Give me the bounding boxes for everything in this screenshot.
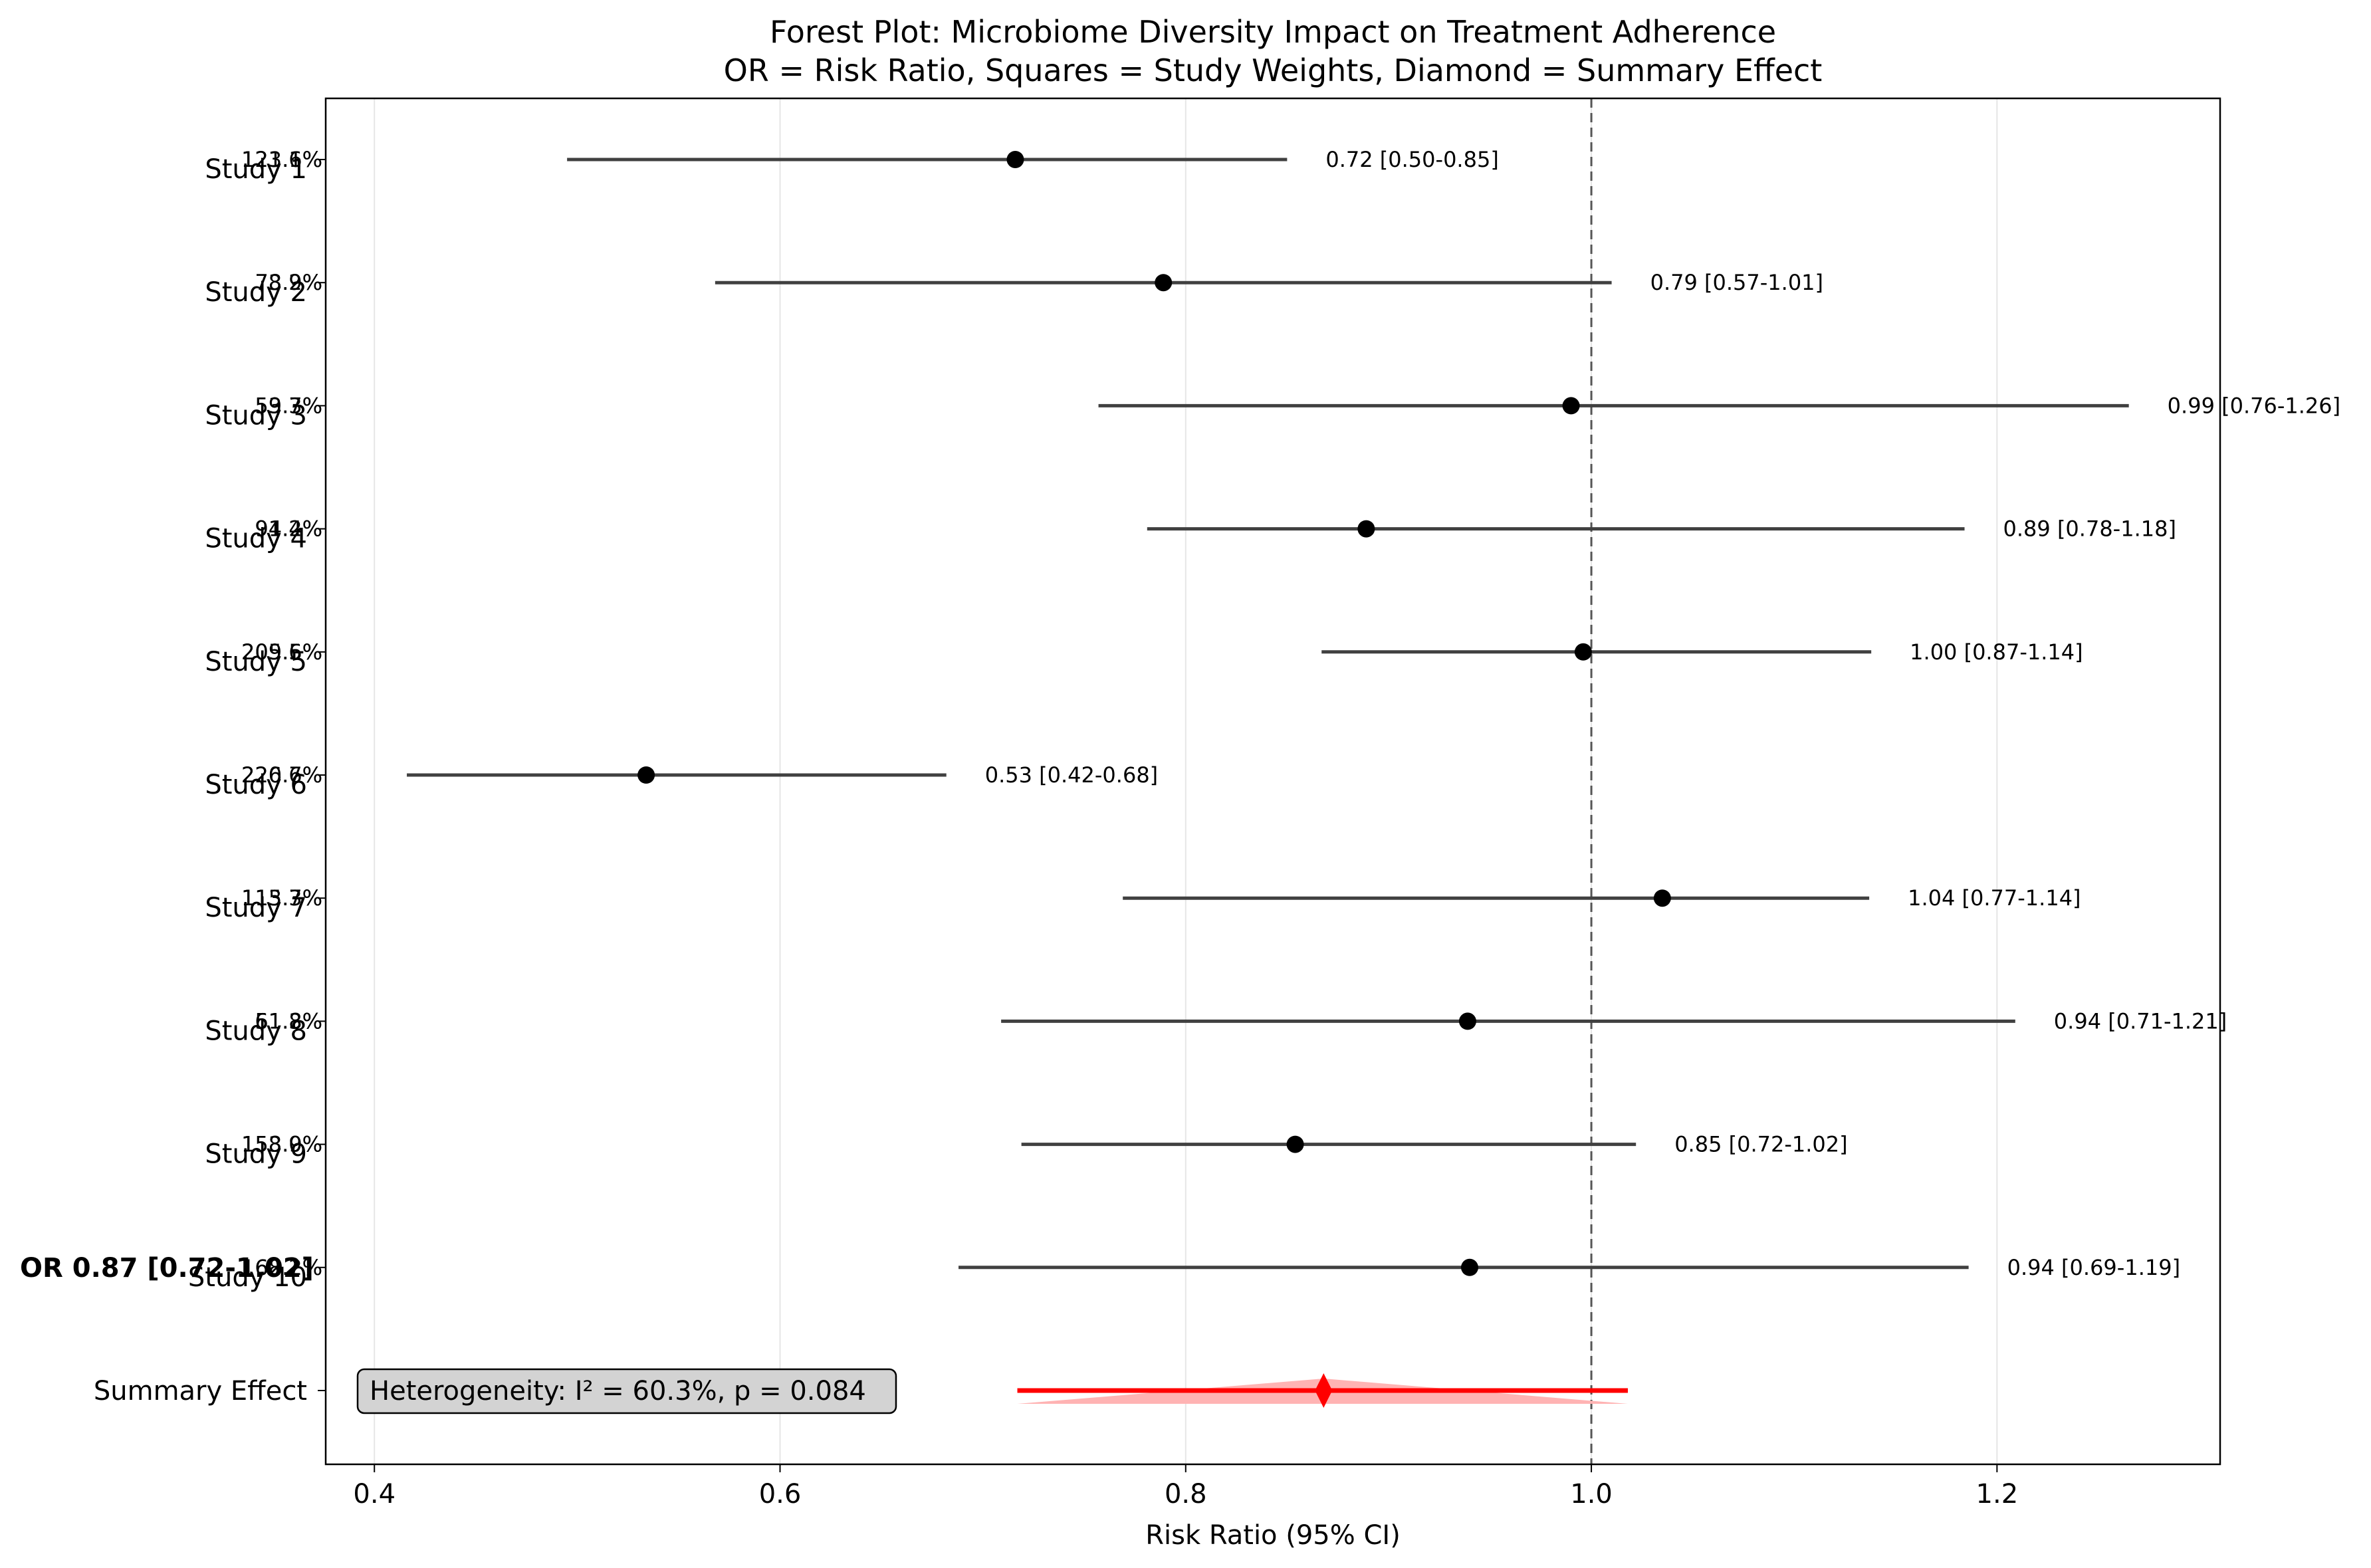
study-weight-label: 158.9%	[241, 1132, 322, 1157]
x-axis-label: Risk Ratio (95% CI)	[1145, 1520, 1401, 1551]
x-axis: 0.4 0.6 0.8 1.0 1.2	[353, 1464, 2018, 1510]
chart-title-line-1: Forest Plot: Microbiome Diversity Impact…	[770, 14, 1776, 50]
study-row: 0.94 [0.71-1.21]	[1001, 1008, 2227, 1034]
ci-label: 0.99 [0.76-1.26]	[2168, 393, 2340, 418]
ci-label: 1.00 [0.87-1.14]	[1910, 639, 2083, 665]
study-name: Study 4	[205, 524, 307, 554]
x-tick-label: 0.8	[1165, 1479, 1207, 1510]
study-estimate-marker	[1562, 397, 1580, 415]
study-row: 0.85 [0.72-1.02]	[1021, 1132, 1848, 1157]
study-name: Study 7	[205, 893, 307, 923]
study-row: 0.79 [0.57-1.01]	[715, 270, 1823, 295]
study-weight-label: 73.2%	[255, 270, 322, 295]
study-row: 1.00 [0.87-1.14]	[1321, 639, 2083, 665]
chart-title-line-2: OR = Risk Ratio, Squares = Study Weights…	[724, 53, 1823, 88]
study-name: Study 10	[188, 1262, 307, 1293]
study-weight-label: 209.6%	[241, 639, 322, 665]
grid-lines	[374, 98, 1998, 1464]
study-estimate-marker	[637, 766, 655, 784]
study-estimate-marker	[1357, 520, 1375, 538]
study-row: 1.04 [0.77-1.14]	[1123, 885, 2081, 911]
study-estimate-marker	[1006, 151, 1024, 168]
study-estimate-marker	[1458, 1012, 1476, 1030]
study-weight-label: 94.2%	[255, 516, 322, 542]
ci-label: 1.04 [0.77-1.14]	[1908, 885, 2081, 911]
x-tick-label: 1.0	[1570, 1479, 1613, 1510]
ci-label: 0.79 [0.57-1.01]	[1650, 270, 1823, 295]
ci-label: 0.85 [0.72-1.02]	[1674, 1132, 1847, 1157]
study-row: 0.72 [0.50-0.85]	[567, 147, 1499, 172]
summary-or-label: OR 0.87 [0.72-1.02]	[20, 1253, 314, 1284]
study-weight-label: 78.9%	[255, 270, 322, 295]
heterogeneity-box	[356, 1368, 897, 1414]
study-name: Study 6	[205, 770, 307, 800]
heterogeneity-annotation: Heterogeneity: I² = 60.3%, p = 0.084	[356, 1368, 897, 1414]
study-weight-label: 162.2%	[241, 1255, 322, 1280]
ci-label: 0.94 [0.71-1.21]	[2054, 1008, 2227, 1034]
summary-diamond	[1315, 1373, 1333, 1408]
study-weight-label: 153.0%	[241, 1132, 322, 1157]
study-estimate-marker	[1286, 1135, 1304, 1153]
study-weight-label: 121.6%	[241, 147, 322, 172]
x-tick-label: 1.2	[1976, 1479, 2019, 1510]
study-weight-label: 59.7%	[255, 393, 322, 418]
study-weight-label: 115.3%	[241, 885, 322, 911]
study-estimate-marker	[1653, 889, 1671, 907]
study-weight-label: 220.7%	[241, 762, 322, 788]
study-weight-label: 226.6%	[241, 762, 322, 788]
study-weight-label: 123.1%	[241, 147, 322, 172]
ci-label: 0.53 [0.42-0.68]	[985, 762, 1158, 788]
study-name: Study 5	[205, 647, 307, 677]
study-name: Study 2	[205, 277, 307, 308]
summary-name: Summary Effect	[94, 1376, 307, 1406]
study-rows: 0.72 [0.50-0.85] 0.79 [0.57-1.01] 0.99 [0.…	[407, 147, 2340, 1280]
study-row: 0.53 [0.42-0.68]	[407, 762, 1158, 788]
x-tick-label: 0.4	[353, 1479, 395, 1510]
study-name: Study 8	[205, 1016, 307, 1046]
ci-label: 0.72 [0.50-0.85]	[1325, 147, 1498, 172]
study-weight-label: 53.3%	[255, 393, 322, 418]
study-weight-label: 51.8%	[255, 1008, 322, 1034]
study-weight-label: 113.7%	[241, 885, 322, 911]
study-weight-label: 61.3%	[255, 1008, 322, 1034]
ci-label: 0.94 [0.69-1.19]	[2007, 1255, 2180, 1280]
study-estimate-marker	[1155, 274, 1173, 292]
study-name: Study 3	[205, 400, 307, 431]
study-row: 0.89 [0.78-1.18]	[1147, 516, 2176, 542]
study-name: Study 9	[205, 1139, 307, 1170]
study-weight-label: 168.2%	[241, 1255, 322, 1280]
summary-row	[1017, 1373, 1628, 1408]
x-tick-label: 0.6	[759, 1479, 802, 1510]
study-estimate-marker	[1460, 1258, 1478, 1276]
study-row: 0.94 [0.69-1.19]	[959, 1255, 2180, 1280]
heterogeneity-text: Heterogeneity: I² = 60.3%, p = 0.084	[370, 1376, 866, 1406]
ci-label: 0.89 [0.78-1.18]	[2003, 516, 2176, 542]
study-row: 0.99 [0.76-1.26]	[1098, 393, 2340, 418]
study-weight-label: 205.5%	[241, 639, 322, 665]
study-name: Study 1	[205, 154, 307, 185]
study-estimate-marker	[1574, 643, 1592, 661]
study-weight-label: 91.4%	[255, 516, 322, 542]
plot-frame	[324, 97, 2221, 1466]
